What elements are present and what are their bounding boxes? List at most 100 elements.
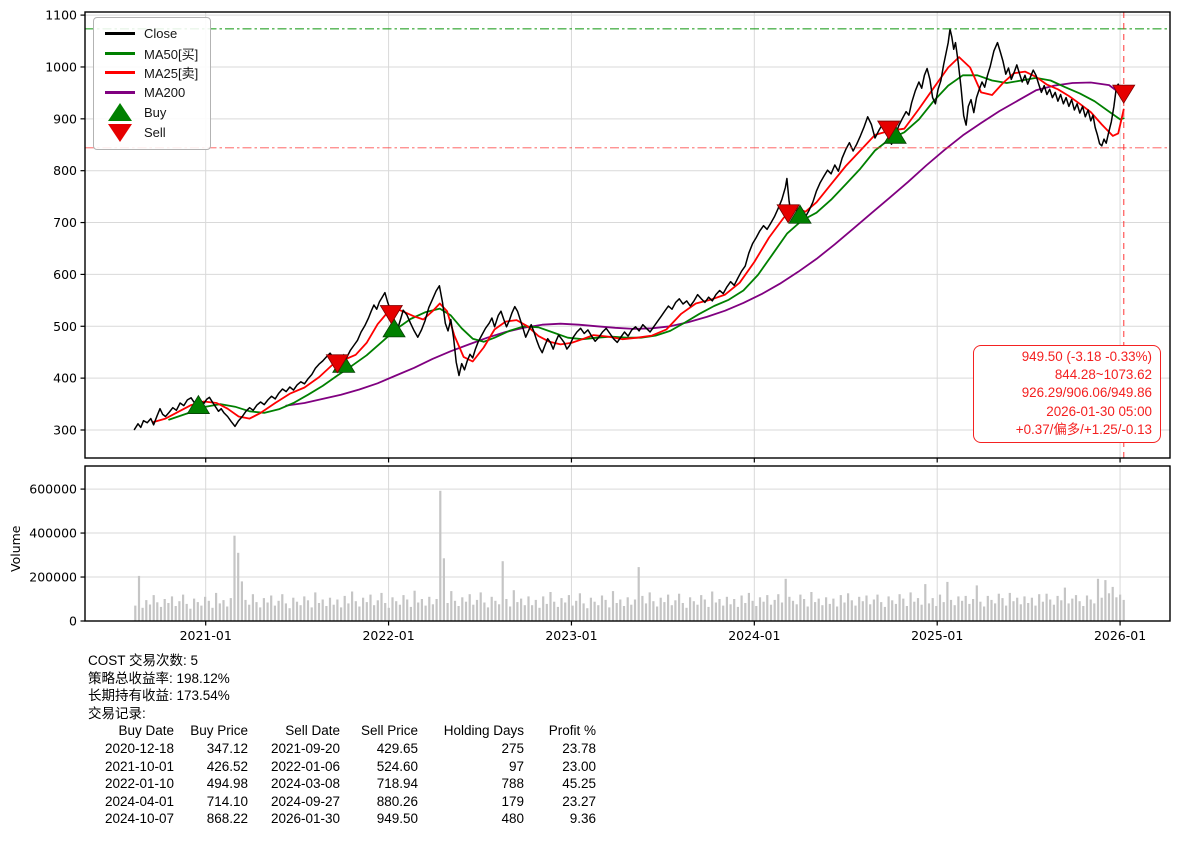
volume-bar	[226, 606, 229, 621]
volume-bar	[983, 606, 986, 621]
volume-bar	[284, 603, 287, 621]
volume-bar	[751, 600, 754, 621]
volume-bar	[825, 597, 828, 621]
trade-cell: 2020-12-18	[104, 740, 174, 756]
volume-bar	[942, 602, 945, 621]
volume-bar	[578, 593, 581, 621]
trade-cell: 788	[501, 776, 524, 792]
trade-cell: 23.78	[562, 740, 596, 756]
volume-bar	[663, 602, 666, 621]
col-buy-price: Buy Price	[190, 723, 248, 739]
sell-marker	[379, 305, 404, 325]
volume-bar	[1111, 586, 1114, 621]
volume-bar	[656, 606, 659, 621]
chart-legend: Close MA50[买] MA25[卖] MA200 Buy Sell	[93, 17, 212, 150]
volume-bar	[836, 606, 839, 621]
volume-bar	[736, 606, 739, 621]
volume-bar	[145, 600, 148, 621]
volume-bar	[281, 594, 284, 621]
ma50-line-icon	[103, 51, 137, 55]
volume-bar	[490, 596, 493, 621]
trade-cell: 9.36	[569, 811, 596, 827]
volume-bar	[810, 592, 813, 621]
volume-bar	[141, 607, 144, 621]
volume-bar	[953, 605, 956, 621]
legend-label: MA200	[144, 84, 186, 100]
volume-bar	[446, 603, 449, 621]
x-tick-label: 2022-01	[362, 628, 414, 643]
col-buy-date: Buy Date	[118, 723, 174, 739]
volume-bar	[189, 608, 192, 621]
volume-bar	[762, 601, 765, 621]
volume-bar	[303, 596, 306, 621]
volume-bar	[571, 605, 574, 621]
volume-bar	[545, 603, 548, 621]
trade-cell: 480	[501, 811, 524, 827]
volume-bar	[806, 606, 809, 621]
trade-cell: 524.60	[376, 758, 418, 774]
price-tick-label: 600	[53, 267, 77, 282]
volume-bar	[1027, 603, 1030, 621]
legend-item-sell: Sell	[103, 123, 198, 144]
volume-bar	[1016, 597, 1019, 621]
volume-bar	[358, 606, 361, 621]
volume-bar	[137, 575, 141, 621]
volume-bar	[453, 600, 457, 621]
volume-bar	[516, 602, 519, 621]
trade-row: 2020-12-18 347.12 2021-09-20 429.65 275 23.78	[88, 740, 596, 758]
volume-bar	[670, 605, 673, 621]
volume-bar	[564, 602, 567, 621]
sell-marker	[776, 204, 800, 224]
volume-bar	[215, 592, 218, 621]
volume-bar	[494, 600, 497, 621]
trade-cell: 2024-03-08	[270, 776, 340, 792]
volume-bar	[549, 592, 552, 621]
trade-cell: 2024-10-07	[104, 811, 174, 827]
annotation-signal-line: +0.37/偏多/+1.25/-0.13	[1015, 421, 1152, 437]
hold-return-line: 长期持有收益: 173.54%	[88, 688, 230, 704]
volume-tick-label: 200000	[29, 570, 77, 585]
volume-bar	[821, 605, 824, 621]
volume-bar	[946, 581, 949, 621]
volume-bar	[597, 605, 600, 621]
volume-bar	[814, 602, 817, 621]
volume-bar	[362, 597, 365, 621]
volume-bar	[622, 606, 626, 621]
volume-bar	[696, 604, 699, 621]
volume-bar	[938, 594, 942, 621]
volume-bar	[512, 590, 515, 621]
volume-bar	[722, 605, 725, 621]
volume-bar	[608, 607, 611, 621]
volume-bar	[659, 597, 662, 621]
volume-bar	[310, 607, 313, 621]
volume-bar	[1082, 606, 1085, 621]
volume-bar	[887, 596, 890, 621]
volume-bar	[1005, 605, 1008, 621]
price-tick-label: 900	[53, 111, 77, 126]
volume-bar	[170, 596, 174, 621]
volume-bar	[163, 599, 166, 621]
price-tick-label: 800	[53, 163, 77, 178]
volume-bar	[314, 592, 317, 621]
volume-bar	[744, 603, 747, 621]
volume-bar	[729, 604, 732, 621]
buy-marker	[186, 394, 211, 414]
volume-bar	[689, 597, 692, 621]
volume-bar	[935, 606, 938, 621]
volume-bar	[134, 605, 137, 621]
legend-item-close: Close	[103, 24, 198, 44]
volume-bar	[1104, 580, 1107, 621]
buy-triangle-icon	[103, 103, 137, 122]
volume-bar	[637, 567, 640, 621]
volume-bar	[997, 593, 1000, 621]
volume-bar	[450, 591, 453, 621]
volume-bar	[861, 601, 864, 621]
volume-bar	[553, 601, 556, 621]
trade-cell: 868.22	[206, 811, 248, 827]
close-line-icon	[103, 32, 137, 36]
volume-bar	[343, 595, 346, 621]
volume-bar	[700, 595, 703, 621]
volume-bar	[391, 597, 394, 621]
volume-bar	[270, 595, 273, 621]
